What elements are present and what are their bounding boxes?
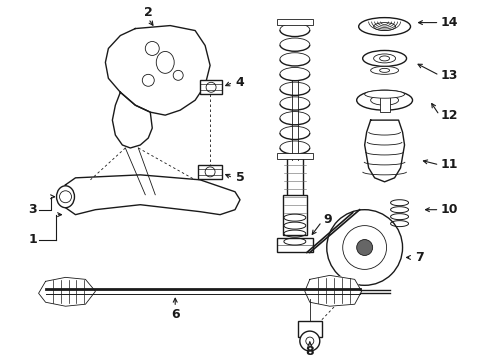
Circle shape bbox=[300, 331, 320, 351]
Bar bbox=[200, 80, 222, 94]
Ellipse shape bbox=[380, 56, 390, 61]
Bar bbox=[277, 238, 313, 252]
Polygon shape bbox=[105, 26, 210, 115]
Circle shape bbox=[173, 70, 183, 80]
Polygon shape bbox=[305, 275, 362, 306]
Ellipse shape bbox=[374, 54, 395, 63]
Polygon shape bbox=[112, 92, 152, 148]
Text: 4: 4 bbox=[236, 76, 245, 89]
Text: 6: 6 bbox=[171, 308, 179, 321]
Circle shape bbox=[343, 226, 387, 269]
Circle shape bbox=[306, 337, 314, 345]
Ellipse shape bbox=[380, 68, 390, 72]
Circle shape bbox=[205, 167, 215, 177]
Ellipse shape bbox=[156, 51, 174, 73]
Text: 12: 12 bbox=[441, 109, 458, 122]
Bar bbox=[298, 321, 322, 337]
Bar bbox=[287, 158, 303, 222]
Text: 1: 1 bbox=[28, 233, 37, 246]
Text: 9: 9 bbox=[323, 213, 332, 226]
Bar bbox=[277, 153, 313, 159]
Text: 11: 11 bbox=[441, 158, 458, 171]
Circle shape bbox=[357, 239, 372, 256]
Text: 2: 2 bbox=[144, 6, 153, 19]
Circle shape bbox=[327, 210, 403, 285]
Text: 8: 8 bbox=[305, 345, 314, 357]
Bar bbox=[283, 195, 307, 235]
Text: 10: 10 bbox=[441, 203, 458, 216]
Polygon shape bbox=[39, 277, 96, 306]
Text: 5: 5 bbox=[236, 171, 245, 184]
Circle shape bbox=[206, 82, 216, 92]
Text: 14: 14 bbox=[441, 16, 458, 29]
Ellipse shape bbox=[370, 95, 398, 105]
Circle shape bbox=[142, 74, 154, 86]
Ellipse shape bbox=[359, 18, 411, 36]
Circle shape bbox=[145, 41, 159, 55]
Ellipse shape bbox=[370, 66, 398, 74]
Ellipse shape bbox=[365, 90, 405, 98]
Circle shape bbox=[59, 191, 72, 203]
Text: 13: 13 bbox=[441, 69, 458, 82]
Text: 7: 7 bbox=[415, 251, 424, 264]
Ellipse shape bbox=[357, 90, 413, 110]
Bar bbox=[380, 90, 390, 112]
Ellipse shape bbox=[374, 23, 395, 31]
Text: 3: 3 bbox=[28, 203, 37, 216]
Polygon shape bbox=[365, 120, 405, 182]
Bar bbox=[277, 19, 313, 24]
Ellipse shape bbox=[56, 186, 74, 208]
Bar bbox=[198, 165, 222, 179]
Polygon shape bbox=[63, 175, 240, 215]
Ellipse shape bbox=[363, 50, 407, 66]
